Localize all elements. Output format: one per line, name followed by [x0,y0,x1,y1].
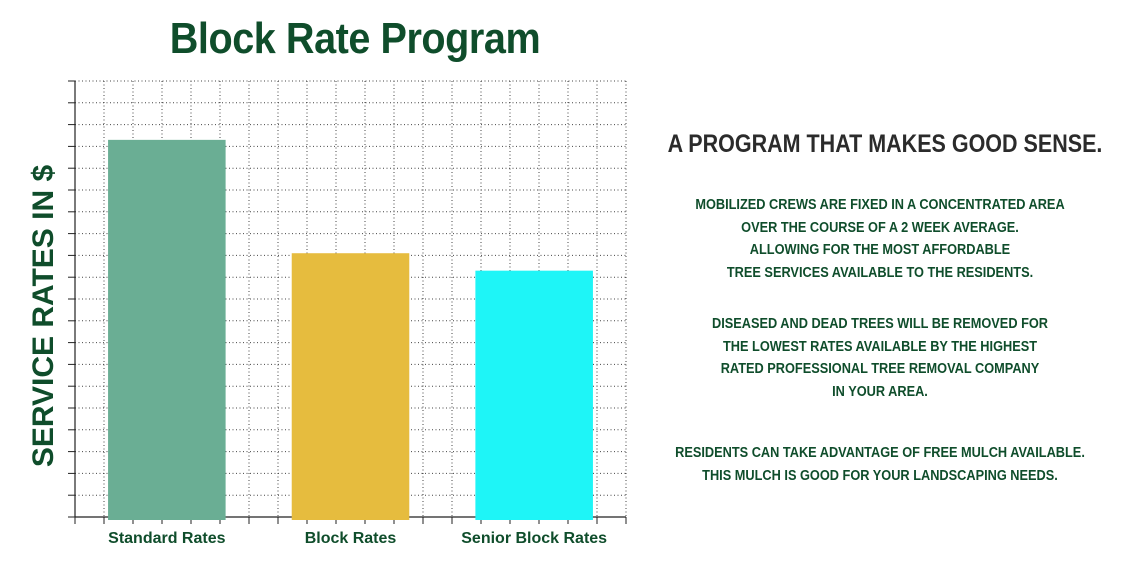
paragraph-trees: DISEASED AND DEAD TREES WILL BE REMOVED … [660,313,1100,403]
bar-block-rates [291,253,410,520]
paragraph-line: THE LOWEST RATES AVAILABLE BY THE HIGHES… [722,338,1038,355]
bar-standard-rates [108,139,226,521]
paragraph-line: MOBILIZED CREWS ARE FIXED IN A CONCENTRA… [695,197,1065,213]
paragraph-line: ALLOWING FOR THE MOST AFFORDABLE [749,242,1011,258]
paragraph-crews: MOBILIZED CREWS ARE FIXED IN A CONCENTRA… [660,194,1100,284]
bar-senior-block-rates [475,270,593,520]
paragraph-line: TREE SERVICES AVAILABLE TO THE RESIDENTS… [726,264,1034,281]
paragraph-line: RESIDENTS CAN TAKE ADVANTAGE OF FREE MUL… [675,445,1085,461]
paragraph-line: DISEASED AND DEAD TREES WILL BE REMOVED … [711,316,1049,332]
chart-title: Block Rate Program [169,14,541,63]
paragraph-line: IN YOUR AREA. [832,383,928,400]
paragraph-line: THIS MULCH IS GOOD FOR YOUR LANDSCAPING … [702,467,1058,484]
x-tick-label: Standard Rates [108,530,225,547]
paragraph-mulch: RESIDENTS CAN TAKE ADVANTAGE OF FREE MUL… [660,442,1100,487]
x-tick-label: Senior Block Rates [461,530,607,547]
x-tick-label: Block Rates [305,530,397,547]
paragraph-line: OVER THE COURSE OF A 2 WEEK AVERAGE. [741,219,1019,236]
side-headline: A PROGRAM THAT MAKES GOOD SENSE. [667,130,1103,158]
paragraph-line: RATED PROFESSIONAL TREE REMOVAL COMPANY [720,361,1040,377]
